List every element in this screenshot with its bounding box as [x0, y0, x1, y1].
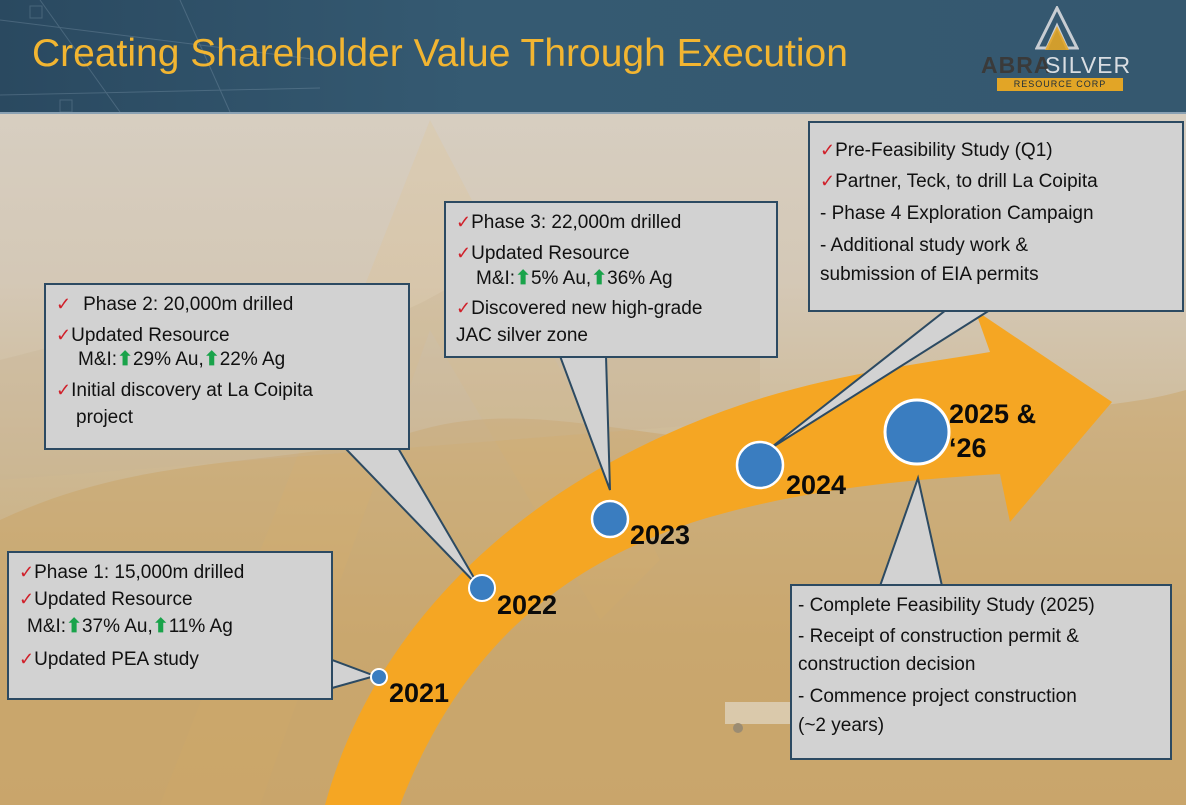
check-icon: ✓	[56, 325, 72, 345]
milestone-2022-dot	[468, 574, 496, 602]
milestone-2021-dot	[370, 668, 388, 686]
up-arrow-icon: ⬆	[117, 349, 133, 370]
y2025-line-4: - Commence project construction	[798, 686, 1077, 707]
phase3-line-2: ✓Updated Resource	[456, 243, 630, 264]
phase2-line-4: ✓Initial discovery at La Coipita	[56, 380, 313, 401]
year-label-2022: 2022	[497, 590, 558, 620]
logo-tagline: RESOURCE CORP	[997, 78, 1123, 91]
check-icon: ✓	[456, 243, 472, 263]
phase3-line-4: ✓Discovered new high-grade	[456, 298, 703, 319]
check-icon: ✓	[19, 589, 35, 609]
check-icon: ✓	[820, 171, 836, 191]
y2024-line-1: ✓Pre-Feasibility Study (Q1)	[820, 140, 1053, 161]
up-arrow-icon: ⬆	[591, 268, 608, 289]
y2024-line-4: - Additional study work &	[820, 235, 1029, 256]
year-label-2025-line2: ‘26	[949, 433, 987, 463]
up-arrow-icon: ⬆	[66, 616, 82, 637]
y2024-line-3: - Phase 4 Exploration Campaign	[820, 203, 1094, 224]
phase2-line-3: M&I:⬆29% Au,⬆22% Ag	[78, 349, 286, 370]
check-icon: ✓	[456, 212, 472, 232]
y2025-line-2: - Receipt of construction permit &	[798, 626, 1079, 647]
phase2-line-5: project	[76, 407, 134, 428]
y2025-callout: - Complete Feasibility Study (2025) - Re…	[790, 584, 1172, 760]
header-map-pattern	[0, 0, 320, 112]
check-icon: ✓	[56, 294, 72, 314]
milestone-2024-dot	[735, 440, 785, 490]
company-logo: ABRA SILVER RESOURCE CORP	[975, 6, 1155, 96]
year-label-2021: 2021	[389, 678, 450, 708]
phase2-callout: ✓ Phase 2: 20,000m drilled ✓Updated Resou…	[44, 283, 410, 450]
check-icon: ✓	[820, 140, 836, 160]
phase2-line-1: ✓ Phase 2: 20,000m drilled	[56, 294, 294, 315]
phase1-callout: ✓Phase 1: 15,000m drilled ✓Updated Resou…	[7, 551, 333, 700]
check-icon: ✓	[19, 562, 35, 582]
check-icon: ✓	[456, 298, 472, 318]
logo-triangle-icon	[1035, 6, 1079, 50]
year-label-2023: 2023	[630, 520, 691, 550]
phase2-line-2: ✓Updated Resource	[56, 325, 230, 346]
y2025-line-3: construction decision	[798, 654, 976, 675]
y2024-line-2: ✓Partner, Teck, to drill La Coipita	[820, 171, 1098, 192]
milestone-2023-dot	[590, 499, 630, 539]
up-arrow-icon: ⬆	[515, 268, 531, 289]
page-title: Creating Shareholder Value Through Execu…	[32, 32, 848, 75]
phase3-line-1: ✓Phase 3: 22,000m drilled	[456, 212, 682, 233]
logo-text-abra: ABRA	[981, 52, 1052, 78]
year-label-2024: 2024	[786, 470, 847, 500]
phase1-line-4: ✓Updated PEA study	[19, 649, 199, 670]
year-label-2025-line1: 2025 &	[949, 399, 1037, 429]
header-bar: Creating Shareholder Value Through Execu…	[0, 0, 1186, 114]
y2024-callout: ✓Pre-Feasibility Study (Q1) ✓Partner, Te…	[808, 121, 1184, 312]
logo-text-silver: SILVER	[1045, 52, 1132, 78]
up-arrow-icon: ⬆	[203, 349, 220, 370]
up-arrow-icon: ⬆	[152, 616, 169, 637]
check-icon: ✓	[56, 380, 72, 400]
phase1-line-3: M&I:⬆37% Au,⬆11% Ag	[27, 616, 233, 637]
phase3-line-5: JAC silver zone	[456, 325, 588, 346]
y2025-line-5: (~2 years)	[798, 715, 885, 736]
phase3-callout: ✓Phase 3: 22,000m drilled ✓Updated Resou…	[444, 201, 778, 358]
phase1-line-2: ✓Updated Resource	[19, 589, 193, 610]
y2025-line-1: - Complete Feasibility Study (2025)	[798, 595, 1095, 616]
check-icon: ✓	[19, 649, 35, 669]
y2024-line-5: submission of EIA permits	[820, 264, 1039, 285]
milestone-2025-dot	[883, 398, 951, 466]
phase1-line-1: ✓Phase 1: 15,000m drilled	[19, 562, 245, 583]
phase3-line-3: M&I:⬆5% Au,⬆36% Ag	[476, 268, 673, 289]
